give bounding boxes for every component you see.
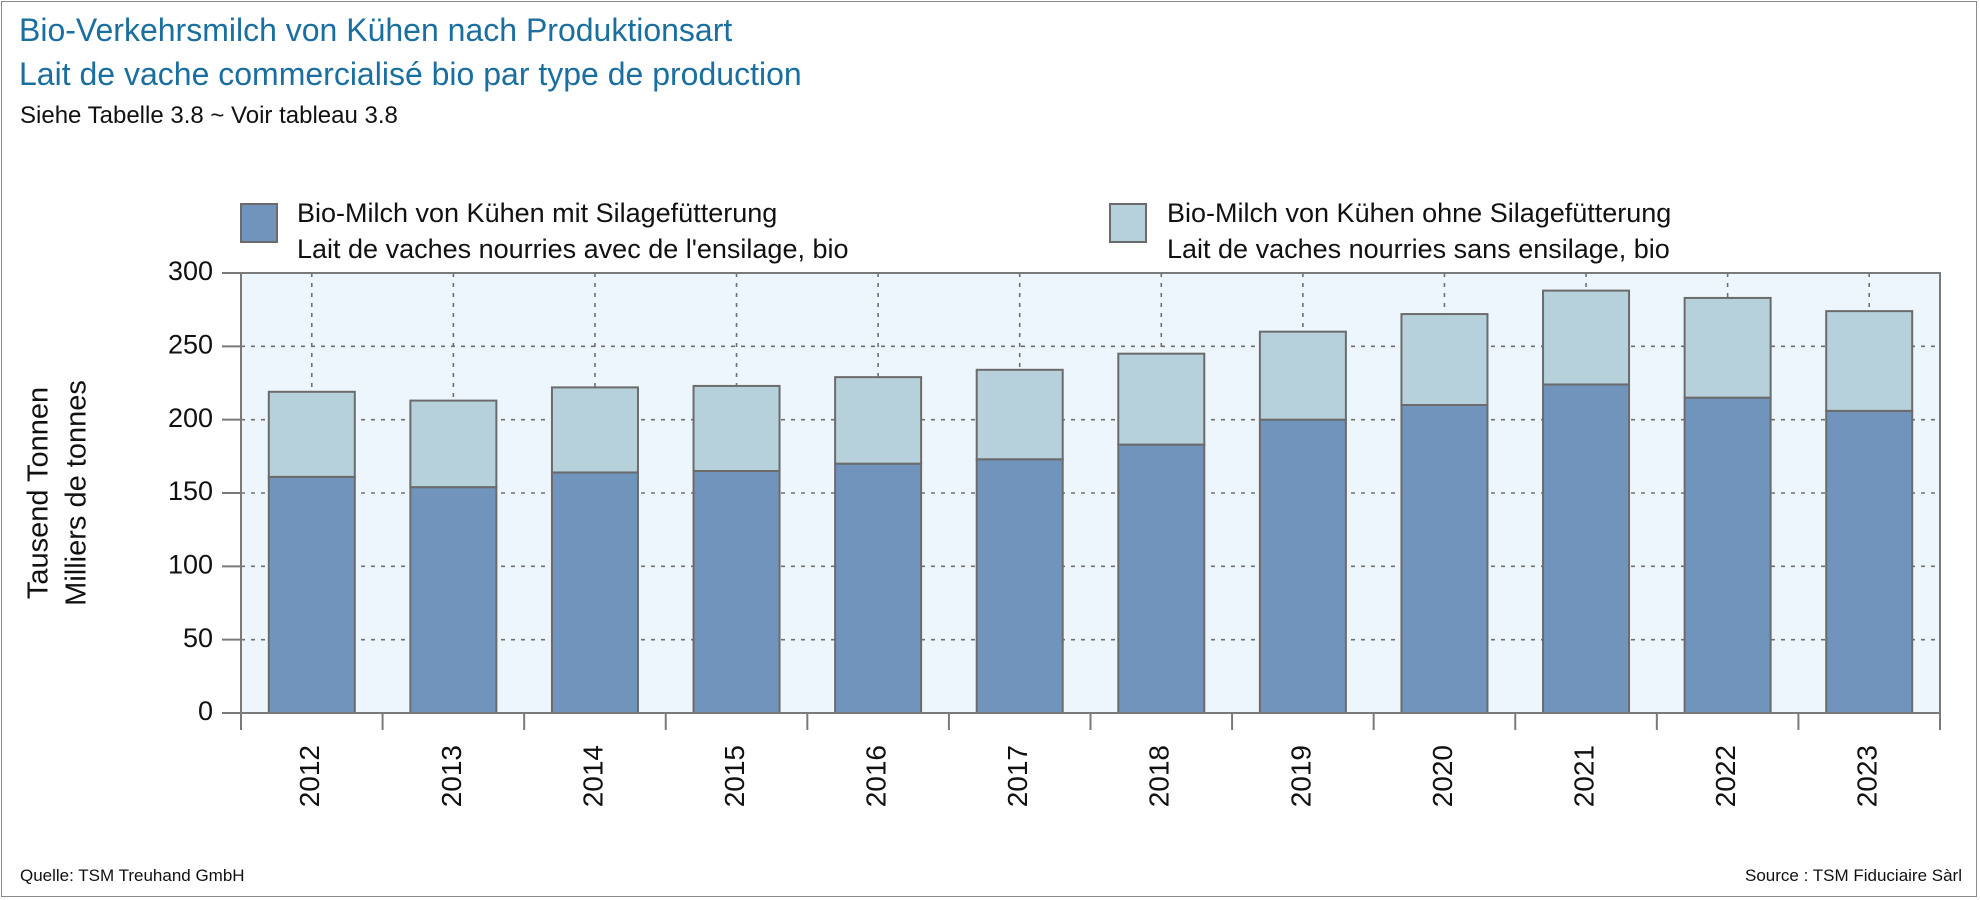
chart-title-de: Bio-Verkehrsmilch von Kühen nach Produkt… xyxy=(19,12,733,48)
y-tick-label: 150 xyxy=(168,476,213,506)
bar-series xyxy=(267,289,1914,715)
legend-label-without-silage-de: Bio-Milch von Kühen ohne Silagefütterung xyxy=(1167,198,1671,228)
legend-label-with-silage-de: Bio-Milch von Kühen mit Silagefütterung xyxy=(297,198,777,228)
x-tick-label: 2017 xyxy=(1002,745,1033,807)
legend-swatch-with-silage xyxy=(240,203,278,243)
y-tick-label: 200 xyxy=(168,403,213,433)
y-axis-label-fr: Milliers de tonnes xyxy=(61,380,93,606)
y-tick-label: 300 xyxy=(168,256,213,286)
y-tick-label: 100 xyxy=(168,549,213,579)
x-tick-label: 2021 xyxy=(1568,745,1599,807)
bar-2015-series-2 xyxy=(692,384,781,472)
bar-2017-series-2 xyxy=(975,368,1064,461)
bar-2019-series-2 xyxy=(1258,330,1347,421)
x-tick-label: 2022 xyxy=(1710,745,1741,807)
bar-2021-series-2 xyxy=(1542,289,1631,386)
x-tick-label: 2012 xyxy=(294,745,325,807)
legend-label-without-silage-fr: Lait de vaches nourries sans ensilage, b… xyxy=(1167,234,1670,264)
bar-2023-series-1 xyxy=(1825,409,1914,714)
bar-2018-series-2 xyxy=(1117,352,1206,446)
bar-2014-series-2 xyxy=(550,386,639,474)
bar-2012-series-1 xyxy=(267,475,356,714)
x-tick-label: 2023 xyxy=(1852,745,1883,807)
bar-2013-series-1 xyxy=(409,486,498,714)
x-tick-label: 2016 xyxy=(861,745,892,807)
bar-2021-series-1 xyxy=(1542,383,1631,714)
y-tick-label: 250 xyxy=(168,329,213,359)
y-tick-label: 50 xyxy=(183,623,213,653)
chart-title-fr: Lait de vache commercialisé bio par type… xyxy=(19,56,802,92)
axes: 0 50 100 150 200 250 300 2012 2013 2014 2015 2016 20… xyxy=(168,256,1941,807)
bar-2022-series-1 xyxy=(1683,396,1772,714)
x-tick-label: 2015 xyxy=(719,745,750,807)
bar-2012-series-2 xyxy=(267,390,356,478)
bar-2019-series-1 xyxy=(1258,418,1347,714)
bar-2020-series-2 xyxy=(1400,313,1489,407)
bar-2017-series-1 xyxy=(975,458,1064,714)
bar-2016-series-1 xyxy=(834,462,923,714)
bar-2014-series-1 xyxy=(550,471,639,715)
source-de: Quelle: TSM Treuhand GmbH xyxy=(20,866,245,885)
x-tick-label: 2018 xyxy=(1144,745,1175,807)
legend-swatch-without-silage xyxy=(1109,203,1147,243)
x-tick-label: 2020 xyxy=(1427,745,1458,807)
bar-2020-series-1 xyxy=(1400,404,1489,714)
legend-label-with-silage-fr: Lait de vaches nourries avec de l'ensila… xyxy=(297,234,849,264)
source-fr: Source : TSM Fiduciaire Sàrl xyxy=(1745,866,1962,885)
bar-2015-series-1 xyxy=(692,470,781,714)
bar-2018-series-1 xyxy=(1117,443,1206,714)
y-axis-label-de: Tausend Tonnen xyxy=(23,387,55,599)
x-tick-label: 2019 xyxy=(1285,745,1316,807)
bar-2022-series-2 xyxy=(1683,296,1772,399)
bar-2016-series-2 xyxy=(834,376,923,465)
legend: Bio-Milch von Kühen mit Silagefütterung … xyxy=(240,198,1671,264)
y-tick-label: 0 xyxy=(198,696,213,726)
bar-2023-series-2 xyxy=(1825,310,1914,412)
x-tick-label: 2013 xyxy=(436,745,467,807)
table-reference: Siehe Tabelle 3.8 ~ Voir tableau 3.8 xyxy=(20,102,398,129)
x-tick-label: 2014 xyxy=(577,745,608,807)
bar-2013-series-2 xyxy=(409,399,498,489)
